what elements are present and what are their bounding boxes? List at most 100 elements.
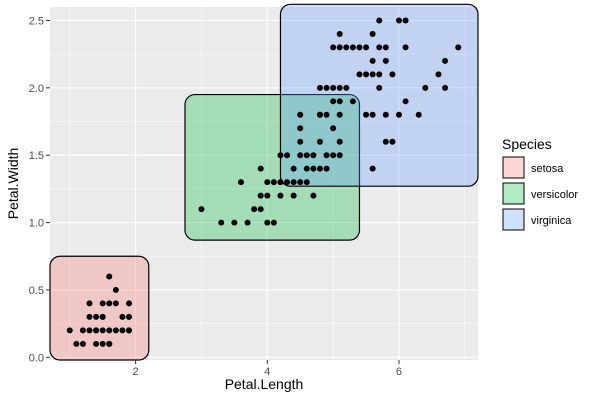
data-point: [119, 313, 126, 320]
hull-versicolor: [184, 93, 361, 241]
data-point: [402, 44, 409, 51]
data-point: [310, 192, 317, 199]
data-point: [86, 313, 93, 320]
data-point: [251, 206, 258, 213]
data-point: [389, 138, 396, 145]
y-tick-label: 1.5: [29, 150, 44, 162]
data-point: [349, 44, 356, 51]
data-point: [86, 327, 93, 334]
data-point: [316, 111, 323, 118]
data-point: [336, 111, 343, 118]
data-point: [106, 327, 113, 334]
data-point: [106, 300, 113, 307]
data-point: [277, 192, 284, 199]
data-point: [126, 327, 133, 334]
data-point: [402, 17, 409, 24]
data-point: [237, 179, 244, 186]
data-point: [126, 300, 133, 307]
data-point: [93, 327, 100, 334]
data-points: [66, 17, 462, 347]
data-point: [369, 165, 376, 172]
data-point: [415, 111, 422, 118]
x-tick-label: 2: [133, 366, 139, 378]
data-point: [316, 165, 323, 172]
data-point: [330, 152, 337, 159]
data-point: [264, 179, 271, 186]
species-hulls: [49, 3, 479, 361]
data-point: [382, 138, 389, 145]
data-point: [297, 111, 304, 118]
legend-title: Species: [502, 136, 552, 152]
data-point: [316, 138, 323, 145]
data-point: [336, 44, 343, 51]
data-point: [297, 152, 304, 159]
data-point: [73, 340, 80, 347]
data-point: [363, 44, 370, 51]
data-point: [336, 30, 343, 37]
data-point: [395, 111, 402, 118]
data-point: [93, 313, 100, 320]
x-axis-title: Petal.Length: [225, 376, 304, 392]
data-point: [316, 84, 323, 91]
data-point: [402, 98, 409, 105]
data-point: [323, 111, 330, 118]
data-point: [99, 340, 106, 347]
data-point: [336, 138, 343, 145]
data-point: [86, 300, 93, 307]
data-point: [297, 125, 304, 132]
data-point: [363, 111, 370, 118]
data-point: [310, 165, 317, 172]
data-point: [99, 327, 106, 334]
y-tick-label: 2.5: [29, 15, 44, 27]
data-point: [264, 219, 271, 226]
data-point: [66, 327, 73, 334]
data-point: [376, 84, 383, 91]
data-point: [277, 179, 284, 186]
data-point: [93, 340, 100, 347]
data-point: [323, 84, 330, 91]
data-point: [99, 313, 106, 320]
y-tick-label: 1.0: [29, 218, 44, 230]
data-point: [277, 152, 284, 159]
data-point: [343, 44, 350, 51]
data-point: [323, 165, 330, 172]
data-point: [244, 219, 251, 226]
data-point: [257, 192, 264, 199]
data-point: [290, 192, 297, 199]
data-point: [336, 98, 343, 105]
legend-label-virginica: virginica: [531, 215, 572, 227]
data-point: [356, 44, 363, 51]
data-point: [422, 84, 429, 91]
data-point: [369, 30, 376, 37]
data-point: [382, 57, 389, 64]
data-point: [376, 71, 383, 78]
data-point: [231, 219, 238, 226]
data-point: [112, 300, 119, 307]
data-point: [395, 17, 402, 24]
data-point: [297, 179, 304, 186]
data-point: [284, 179, 291, 186]
hull-setosa: [49, 255, 150, 361]
legend-label-setosa: setosa: [531, 163, 564, 175]
data-point: [106, 273, 113, 280]
data-point: [382, 111, 389, 118]
data-point: [119, 327, 126, 334]
data-point: [79, 340, 86, 347]
data-point: [330, 84, 337, 91]
data-point: [356, 71, 363, 78]
legend-key-virginica: [502, 208, 525, 231]
legend-key-versicolor: [502, 182, 525, 205]
data-point: [126, 313, 133, 320]
data-point: [336, 84, 343, 91]
data-point: [303, 152, 310, 159]
data-point: [264, 192, 271, 199]
data-point: [382, 44, 389, 51]
data-point: [290, 179, 297, 186]
data-point: [389, 71, 396, 78]
data-point: [303, 179, 310, 186]
data-point: [376, 44, 383, 51]
data-point: [257, 165, 264, 172]
y-axis-title: Petal.Width: [5, 148, 21, 220]
data-point: [284, 152, 291, 159]
